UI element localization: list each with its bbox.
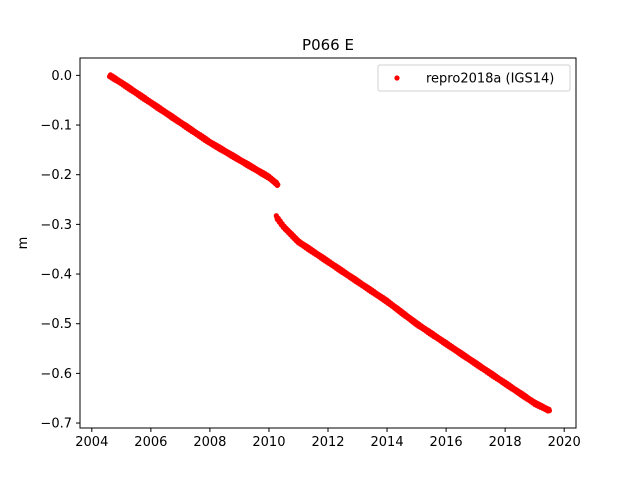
- data-point: [275, 182, 281, 188]
- chart-title: P066 E: [302, 36, 354, 54]
- x-tick-label: 2020: [548, 435, 581, 450]
- y-tick-label: −0.6: [40, 367, 72, 382]
- data-point: [546, 408, 553, 414]
- x-tick-label: 2014: [371, 435, 404, 450]
- y-tick-label: −0.4: [40, 268, 72, 283]
- x-tick-label: 2006: [134, 435, 167, 450]
- y-tick-label: −0.5: [40, 317, 72, 332]
- y-tick-label: −0.2: [40, 168, 72, 183]
- x-tick-label: 2016: [430, 435, 463, 450]
- y-tick-label: −0.7: [40, 417, 72, 432]
- legend-box: [377, 64, 571, 92]
- x-axis: 2004 2006 2008 2010 2012 2014 2016 2018 2020: [75, 428, 581, 450]
- x-tick-label: 2018: [489, 435, 522, 450]
- x-tick-label: 2004: [75, 435, 108, 450]
- data-points: [106, 72, 553, 414]
- x-tick-label: 2012: [311, 435, 344, 450]
- y-tick-label: −0.1: [40, 119, 72, 134]
- legend: repro2018a (IGS14): [377, 64, 571, 92]
- plot-frame: [79, 57, 577, 429]
- y-tick-label: −0.3: [40, 218, 72, 233]
- x-tick-label: 2010: [252, 435, 285, 450]
- legend-marker: [394, 75, 400, 81]
- y-axis: 0.0 −0.1 −0.2 −0.3 −0.4 −0.5 −0.6 −0.7: [40, 69, 80, 432]
- legend-label: repro2018a (IGS14): [426, 72, 554, 87]
- y-tick-label: 0.0: [51, 69, 72, 84]
- y-axis-label: m: [16, 237, 31, 250]
- x-tick-label: 2008: [193, 435, 226, 450]
